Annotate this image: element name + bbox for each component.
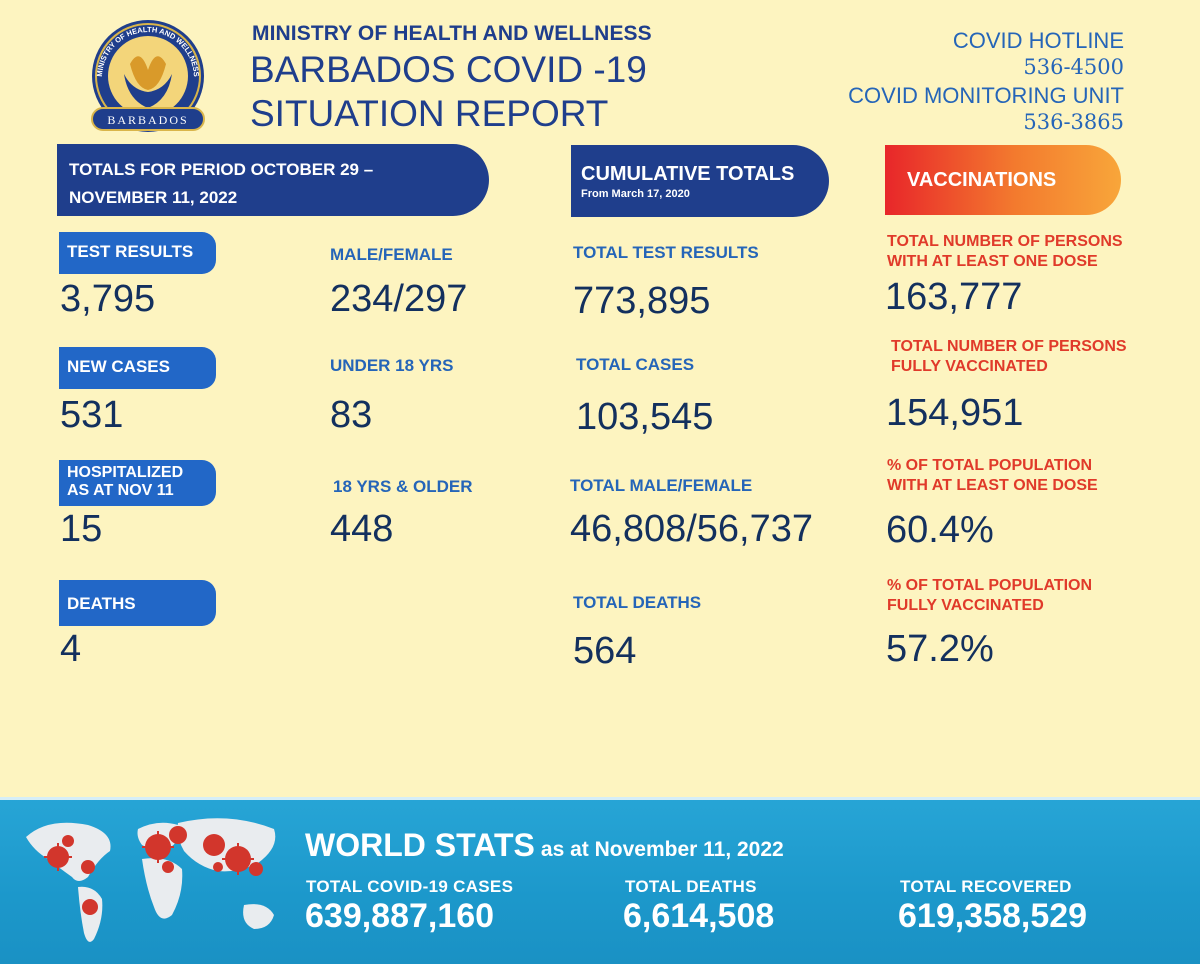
one-dose-label-line2: WITH AT LEAST ONE DOSE	[887, 253, 1098, 270]
test-results-value: 3,795	[60, 278, 156, 320]
world-recovered-value: 619,358,529	[898, 897, 1088, 935]
hospitalized-value: 15	[60, 508, 103, 550]
ministry-logo-icon: MINISTRY OF HEALTH AND WELLNESS BARBADOS	[91, 20, 205, 132]
pct-fully-label: % OF TOTAL POPULATION FULLY VACCINATED	[887, 576, 1092, 616]
fully-vaccinated-value: 154,951	[886, 392, 1024, 434]
one-dose-value: 163,777	[885, 276, 1023, 318]
world-deaths-value: 6,614,508	[623, 897, 775, 935]
hotline-number: 536-4500	[1023, 55, 1124, 79]
period-banner-line1: TOTALS FOR PERIOD OCTOBER 29 –	[69, 160, 374, 179]
report-title-line2: SITUATION REPORT	[250, 93, 609, 134]
cumulative-banner-title: CUMULATIVE TOTALS	[581, 163, 795, 185]
fully-vaccinated-label-line1: TOTAL NUMBER OF PERSONS	[891, 338, 1127, 355]
pct-fully-value: 57.2%	[886, 628, 994, 670]
total-deaths-value: 564	[573, 630, 637, 672]
cumulative-banner: CUMULATIVE TOTALS From March 17, 2020	[571, 145, 829, 217]
under-18-value: 83	[330, 394, 373, 436]
total-test-results-value: 773,895	[573, 280, 711, 322]
total-deaths-label: TOTAL DEATHS	[573, 593, 702, 612]
under-18-label: UNDER 18 YRS	[330, 356, 454, 375]
test-results-pill: TEST RESULTS	[59, 232, 216, 274]
hospitalized-line2: AS AT NOV 11	[67, 482, 174, 499]
world-stats-date: as at November 11, 2022	[540, 838, 784, 861]
one-dose-label-line1: TOTAL NUMBER OF PERSONS	[887, 233, 1123, 250]
world-cases-label: TOTAL COVID-19 CASES	[306, 877, 514, 896]
pct-one-dose-label: % OF TOTAL POPULATION WITH AT LEAST ONE …	[887, 456, 1098, 496]
world-stats-band: WORLD STATS as at November 11, 2022 TOTAL…	[0, 797, 1200, 964]
total-cases-value: 103,545	[576, 396, 714, 438]
world-stats-title: WORLD STATS as at November 11, 2022	[305, 827, 784, 864]
hospitalized-pill: HOSPITALIZED AS AT NOV 11	[59, 460, 216, 506]
deaths-pill: DEATHS	[59, 580, 216, 626]
pct-one-dose-label-line1: % OF TOTAL POPULATION	[887, 457, 1093, 474]
period-banner: TOTALS FOR PERIOD OCTOBER 29 – NOVEMBER …	[57, 144, 489, 216]
ministry-name: MINISTRY OF HEALTH AND WELLNESS	[252, 22, 652, 45]
report-title: BARBADOS COVID -19 SITUATION REPORT	[250, 48, 647, 136]
total-male-female-value: 46,808/56,737	[570, 508, 814, 550]
hotline-label: COVID HOTLINE	[952, 28, 1124, 53]
male-female-label: MALE/FEMALE	[330, 245, 453, 264]
world-recovered-label: TOTAL RECOVERED	[900, 877, 1072, 896]
pct-fully-label-line2: FULLY VACCINATED	[887, 597, 1044, 614]
world-cases-value: 639,887,160	[305, 897, 495, 935]
new-cases-pill: NEW CASES	[59, 347, 216, 389]
monitoring-unit-label: COVID MONITORING UNIT	[848, 83, 1124, 108]
pct-one-dose-label-line2: WITH AT LEAST ONE DOSE	[887, 477, 1098, 494]
over-18-value: 448	[330, 508, 394, 550]
new-cases-value: 531	[60, 394, 124, 436]
over-18-label: 18 YRS & OLDER	[333, 477, 473, 496]
pct-one-dose-value: 60.4%	[886, 509, 994, 551]
logo-banner-text: BARBADOS	[107, 113, 188, 127]
fully-vaccinated-label-line2: FULLY VACCINATED	[891, 358, 1048, 375]
one-dose-label: TOTAL NUMBER OF PERSONS WITH AT LEAST ON…	[887, 232, 1123, 272]
total-male-female-label: TOTAL MALE/FEMALE	[570, 476, 753, 495]
total-test-results-label: TOTAL TEST RESULTS	[573, 243, 759, 262]
period-banner-line2: NOVEMBER 11, 2022	[69, 188, 238, 207]
cumulative-banner-subtitle: From March 17, 2020	[581, 188, 690, 200]
male-female-value: 234/297	[330, 278, 468, 320]
vaccinations-banner: VACCINATIONS	[885, 145, 1121, 215]
fully-vaccinated-label: TOTAL NUMBER OF PERSONS FULLY VACCINATED	[891, 337, 1127, 377]
report-title-line1: BARBADOS COVID -19	[250, 49, 647, 90]
deaths-value: 4	[60, 628, 82, 670]
total-cases-label: TOTAL CASES	[576, 355, 695, 374]
world-deaths-label: TOTAL DEATHS	[625, 877, 757, 896]
pct-fully-label-line1: % OF TOTAL POPULATION	[887, 577, 1093, 594]
hospitalized-line1: HOSPITALIZED	[67, 464, 184, 481]
world-map-virus-icon	[26, 818, 276, 942]
world-stats-heading: WORLD STATS	[305, 827, 535, 863]
monitoring-unit-number: 536-3865	[1023, 110, 1124, 134]
